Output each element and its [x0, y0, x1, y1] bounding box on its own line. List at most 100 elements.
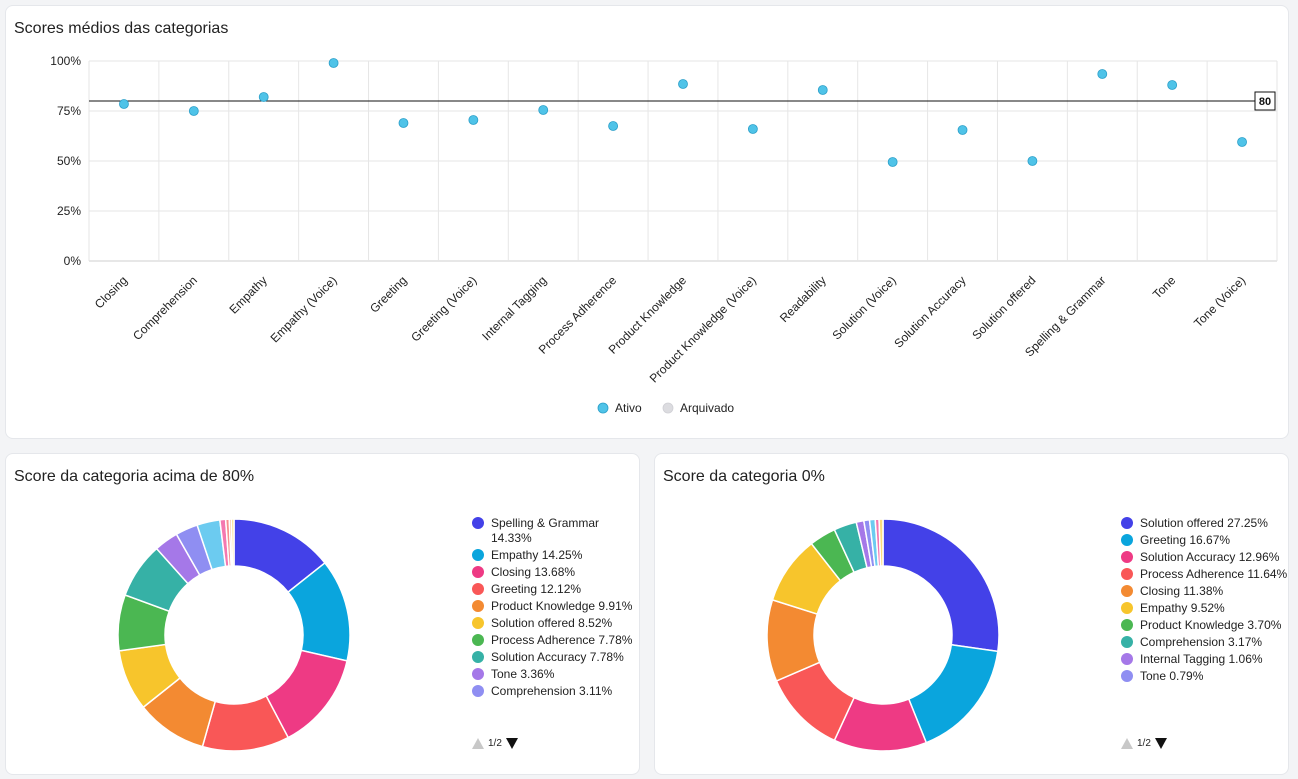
legend-swatch: [1121, 534, 1133, 546]
donut-zero-chart: [766, 518, 1000, 752]
legend-swatch: [1121, 585, 1133, 597]
previous-page-icon[interactable]: [472, 738, 484, 749]
legend-swatch: [472, 617, 484, 629]
x-tick-label: Tone: [1150, 273, 1179, 302]
page-indicator: 1/2: [1137, 738, 1151, 749]
threshold-label: 80: [1259, 96, 1271, 108]
y-tick-label: 50%: [57, 154, 81, 168]
y-tick-label: 100%: [50, 54, 81, 68]
x-tick-label: Readability: [777, 273, 829, 325]
legend-label[interactable]: Ativo: [615, 401, 642, 415]
above-80-card: Score da categoria acima de 80% Spelling…: [5, 453, 640, 775]
legend-swatch: [472, 549, 484, 561]
legend-label: Comprehension 3.11%: [491, 684, 613, 698]
legend-swatch: [472, 600, 484, 612]
x-tick-label: Empathy: [226, 273, 269, 316]
y-tick-label: 75%: [57, 104, 81, 118]
data-point[interactable]: [1167, 80, 1178, 90]
data-point[interactable]: [1237, 137, 1247, 147]
data-point[interactable]: [538, 105, 549, 115]
data-point[interactable]: [258, 92, 269, 102]
legend-swatch: [1121, 636, 1133, 648]
legend-item[interactable]: Process Adherence 11.64%: [1121, 567, 1291, 582]
legend-swatch: [1121, 619, 1133, 631]
data-point[interactable]: [887, 157, 898, 167]
legend-item[interactable]: Product Knowledge 9.91%: [472, 599, 642, 614]
x-tick-label: Closing: [92, 273, 130, 311]
legend-label: Closing 13.68%: [491, 565, 576, 579]
legend-swatch: [472, 685, 484, 697]
data-point[interactable]: [1027, 156, 1038, 166]
legend-item[interactable]: Comprehension 3.11%: [472, 684, 642, 699]
legend-label: Solution offered 27.25%: [1140, 516, 1268, 530]
data-point[interactable]: [188, 106, 199, 116]
data-point[interactable]: [1097, 69, 1108, 79]
legend-label: Comprehension 3.17%: [1140, 635, 1263, 649]
x-tick-label: Solution offered: [969, 273, 1038, 342]
donut-slice[interactable]: [907, 643, 999, 744]
legend-swatch: [472, 634, 484, 646]
x-tick-label: Solution Accuracy: [891, 273, 968, 350]
legend-item[interactable]: Solution offered 27.25%: [1121, 516, 1291, 531]
legend-swatch[interactable]: [662, 402, 674, 414]
data-point[interactable]: [328, 58, 339, 68]
donut-slice[interactable]: [230, 518, 235, 567]
legend-label: Empathy 9.52%: [1140, 601, 1225, 615]
legend-label: Greeting 16.67%: [1140, 533, 1231, 547]
legend-item[interactable]: Greeting 16.67%: [1121, 533, 1291, 548]
legend-item[interactable]: Spelling & Grammar 14.33%: [472, 516, 642, 546]
data-point[interactable]: [817, 85, 828, 95]
data-point[interactable]: [468, 115, 479, 125]
legend-label: Closing 11.38%: [1140, 584, 1224, 598]
legend-item[interactable]: Solution Accuracy 7.78%: [472, 650, 642, 665]
next-page-icon[interactable]: [1154, 738, 1167, 749]
legend-label: Tone 3.36%: [491, 667, 555, 681]
legend-item[interactable]: Closing 13.68%: [472, 565, 642, 580]
data-point[interactable]: [957, 125, 968, 135]
legend-item[interactable]: Product Knowledge 3.70%: [1121, 618, 1291, 633]
threshold-badge: [1254, 91, 1276, 111]
donut-slice[interactable]: [882, 518, 1000, 653]
x-tick-label: Empathy (Voice): [268, 273, 340, 345]
legend-label: Internal Tagging 1.06%: [1140, 652, 1263, 666]
legend-swatch[interactable]: [597, 402, 609, 414]
legend-swatch: [472, 668, 484, 680]
x-tick-label: Tone (Voice): [1191, 273, 1248, 330]
legend-label[interactable]: Arquivado: [680, 401, 734, 415]
previous-page-icon[interactable]: [1121, 738, 1133, 749]
legend-item[interactable]: Tone 0.79%: [1121, 669, 1291, 684]
legend-swatch: [472, 566, 484, 578]
legend-swatch: [1121, 653, 1133, 665]
legend-swatch: [1121, 568, 1133, 580]
legend-item[interactable]: Solution offered 8.52%: [472, 616, 642, 631]
legend-item[interactable]: Solution Accuracy 12.96%: [1121, 550, 1291, 565]
legend-label: Greeting 12.12%: [491, 582, 582, 596]
legend-pager: 1/2: [472, 738, 518, 749]
donut-zero-legend: Solution offered 27.25% Greeting 16.67% So…: [1121, 516, 1291, 728]
legend-swatch: [1121, 551, 1133, 563]
legend-item[interactable]: Process Adherence 7.78%: [472, 633, 642, 648]
data-point[interactable]: [398, 118, 409, 128]
x-tick-label: Comprehension: [130, 273, 200, 343]
data-point[interactable]: [119, 99, 129, 109]
donut-slice[interactable]: [878, 518, 884, 567]
x-tick-label: Solution (Voice): [829, 273, 898, 342]
legend-item[interactable]: Empathy 14.25%: [472, 548, 642, 563]
legend-item[interactable]: Internal Tagging 1.06%: [1121, 652, 1291, 667]
legend-swatch: [472, 651, 484, 663]
donut-zero-title: Score da categoria 0%: [663, 468, 825, 485]
x-tick-label: Internal Tagging: [479, 273, 549, 343]
legend-item[interactable]: Comprehension 3.17%: [1121, 635, 1291, 650]
next-page-icon[interactable]: [505, 738, 518, 749]
data-point[interactable]: [678, 79, 688, 89]
legend-item[interactable]: Greeting 12.12%: [472, 582, 642, 597]
donut-above-80-chart: [117, 518, 351, 752]
legend-item[interactable]: Tone 3.36%: [472, 667, 642, 682]
legend-label: Process Adherence 7.78%: [491, 633, 633, 647]
category-scores-card: Scores médios das categorias 100% 75% 50% 2…: [5, 5, 1289, 439]
legend-item[interactable]: Closing 11.38%: [1121, 584, 1291, 599]
legend-pager: 1/2: [1121, 738, 1167, 749]
legend-item[interactable]: Empathy 9.52%: [1121, 601, 1291, 616]
data-point[interactable]: [608, 121, 619, 131]
data-point[interactable]: [747, 124, 758, 134]
